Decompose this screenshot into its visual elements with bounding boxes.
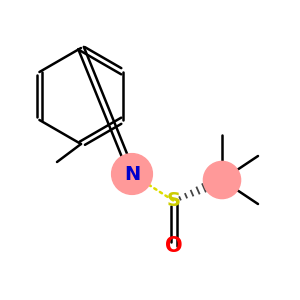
Text: O: O [165,236,183,256]
Text: N: N [124,164,140,184]
Text: S: S [167,191,181,211]
Circle shape [203,161,241,199]
Circle shape [112,154,152,194]
